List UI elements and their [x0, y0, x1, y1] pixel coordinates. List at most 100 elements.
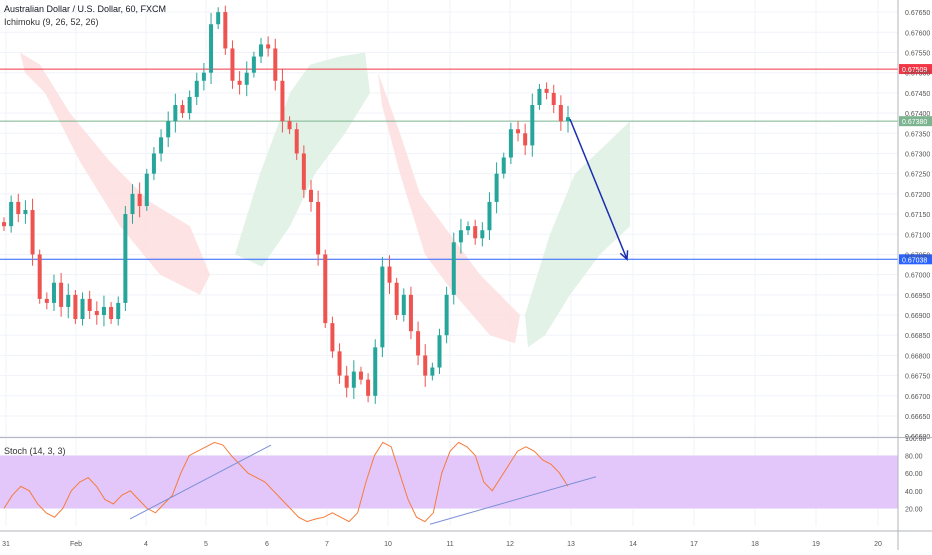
stoch-y-tick-label: 100.00 — [905, 436, 927, 443]
y-tick-label: 0.67650 — [905, 10, 930, 17]
y-tick-label: 0.67150 — [905, 212, 930, 219]
y-tick-label: 0.66700 — [905, 394, 930, 401]
arrow-head — [619, 250, 629, 261]
y-tick-label: 0.66650 — [905, 414, 930, 421]
candle-body — [180, 105, 185, 114]
candle-body — [144, 173, 149, 206]
x-tick-label: 10 — [384, 541, 392, 548]
y-tick-label: 0.67400 — [905, 111, 930, 118]
candle-body — [530, 105, 535, 146]
candle-body — [266, 44, 271, 49]
candle-body — [137, 193, 142, 206]
stoch-y-tick-label: 80.00 — [905, 454, 923, 461]
candle-body — [123, 214, 128, 303]
instrument-title: Australian Dollar / U.S. Dollar, 60, FXC… — [4, 4, 167, 14]
candle-body — [237, 80, 242, 85]
candle-body — [416, 331, 421, 356]
candle-body — [473, 226, 478, 239]
cloud-region — [20, 52, 210, 295]
candle-body — [558, 105, 563, 122]
candle-body — [337, 351, 342, 376]
x-tick-label: 7 — [325, 541, 329, 548]
candle-body — [173, 105, 178, 122]
projection-arrow — [569, 118, 629, 261]
level-price-tag — [899, 64, 932, 75]
candle-body — [351, 371, 356, 388]
x-tick-label: 4 — [144, 541, 148, 548]
candle-body — [244, 72, 249, 85]
horizontal-levels: 0.67509 0.67380 0.67038 — [0, 64, 932, 265]
x-tick-label: 20 — [874, 541, 882, 548]
y-tick-label: 0.66850 — [905, 333, 930, 340]
x-tick-label: 19 — [812, 541, 820, 548]
candle-body — [73, 294, 78, 320]
stoch-y-tick-label: 20.00 — [905, 506, 923, 513]
candle-body — [294, 129, 299, 154]
candle-body — [508, 129, 513, 158]
y-tick-label: 0.66950 — [905, 293, 930, 300]
y-tick-label: 0.66750 — [905, 374, 930, 381]
y-tick-label: 0.67600 — [905, 30, 930, 37]
stoch-y-tick-label: 40.00 — [905, 489, 923, 496]
stochastic-panel — [0, 441, 898, 525]
x-tick-label: 5 — [204, 541, 208, 548]
candle-body — [187, 96, 192, 114]
candle-body — [273, 48, 278, 81]
candle-body — [366, 379, 371, 396]
candle-body — [130, 193, 135, 215]
candle-body — [109, 306, 114, 320]
candle-body — [401, 294, 406, 316]
x-tick-label: 12 — [506, 541, 514, 548]
stoch-label: Stoch (14, 3, 3) — [4, 446, 66, 456]
stoch-band — [0, 455, 898, 509]
candle-body — [66, 294, 71, 307]
level-price-tag — [899, 116, 932, 127]
candle-body — [9, 201, 14, 227]
candle-body — [330, 323, 335, 352]
level-price-label: 0.67509 — [902, 67, 927, 74]
stoch-trendline-left — [129, 444, 272, 520]
y-tick-label: 0.67300 — [905, 151, 930, 158]
candle-body — [230, 48, 235, 81]
x-tick-label: Feb — [70, 541, 82, 548]
y-tick-label: 0.67000 — [905, 273, 930, 280]
y-tick-label: 0.67250 — [905, 172, 930, 179]
candle-body — [51, 282, 56, 303]
candle-body — [430, 367, 435, 376]
candle-body — [480, 230, 485, 239]
candle-body — [101, 306, 106, 316]
candle-body — [80, 298, 85, 320]
stoch-y-tick-label: 60.00 — [905, 471, 923, 478]
candle-body — [2, 222, 6, 227]
candle-body — [194, 80, 199, 97]
cloud-region — [378, 72, 520, 344]
candle-body — [216, 12, 221, 25]
y-tick-label: 0.66900 — [905, 313, 930, 320]
candle-body — [259, 44, 264, 57]
y-tick-label: 0.66800 — [905, 353, 930, 360]
arrow-shaft — [569, 118, 628, 260]
candle-body — [151, 153, 156, 174]
cloud-region — [525, 121, 630, 348]
stoch-k-line — [3, 441, 569, 523]
x-tick-label: 13 — [567, 541, 575, 548]
candle-body — [301, 153, 306, 190]
candle-body — [537, 88, 542, 106]
candle-body — [16, 201, 21, 215]
candle-body — [116, 302, 121, 320]
candle-body — [280, 80, 285, 122]
ichimoku-label: Ichimoku (9, 26, 52, 26) — [4, 17, 99, 27]
candle-body — [209, 24, 214, 73]
candle-body — [166, 121, 171, 138]
candlesticks — [2, 5, 570, 404]
candle-body — [251, 56, 256, 73]
candle-body — [523, 133, 528, 146]
candle-body — [437, 335, 442, 368]
candle-body — [394, 282, 399, 316]
candle-body — [423, 355, 428, 376]
x-tick-label: 18 — [751, 541, 759, 548]
candle-body — [201, 72, 206, 81]
candle-body — [408, 294, 413, 332]
